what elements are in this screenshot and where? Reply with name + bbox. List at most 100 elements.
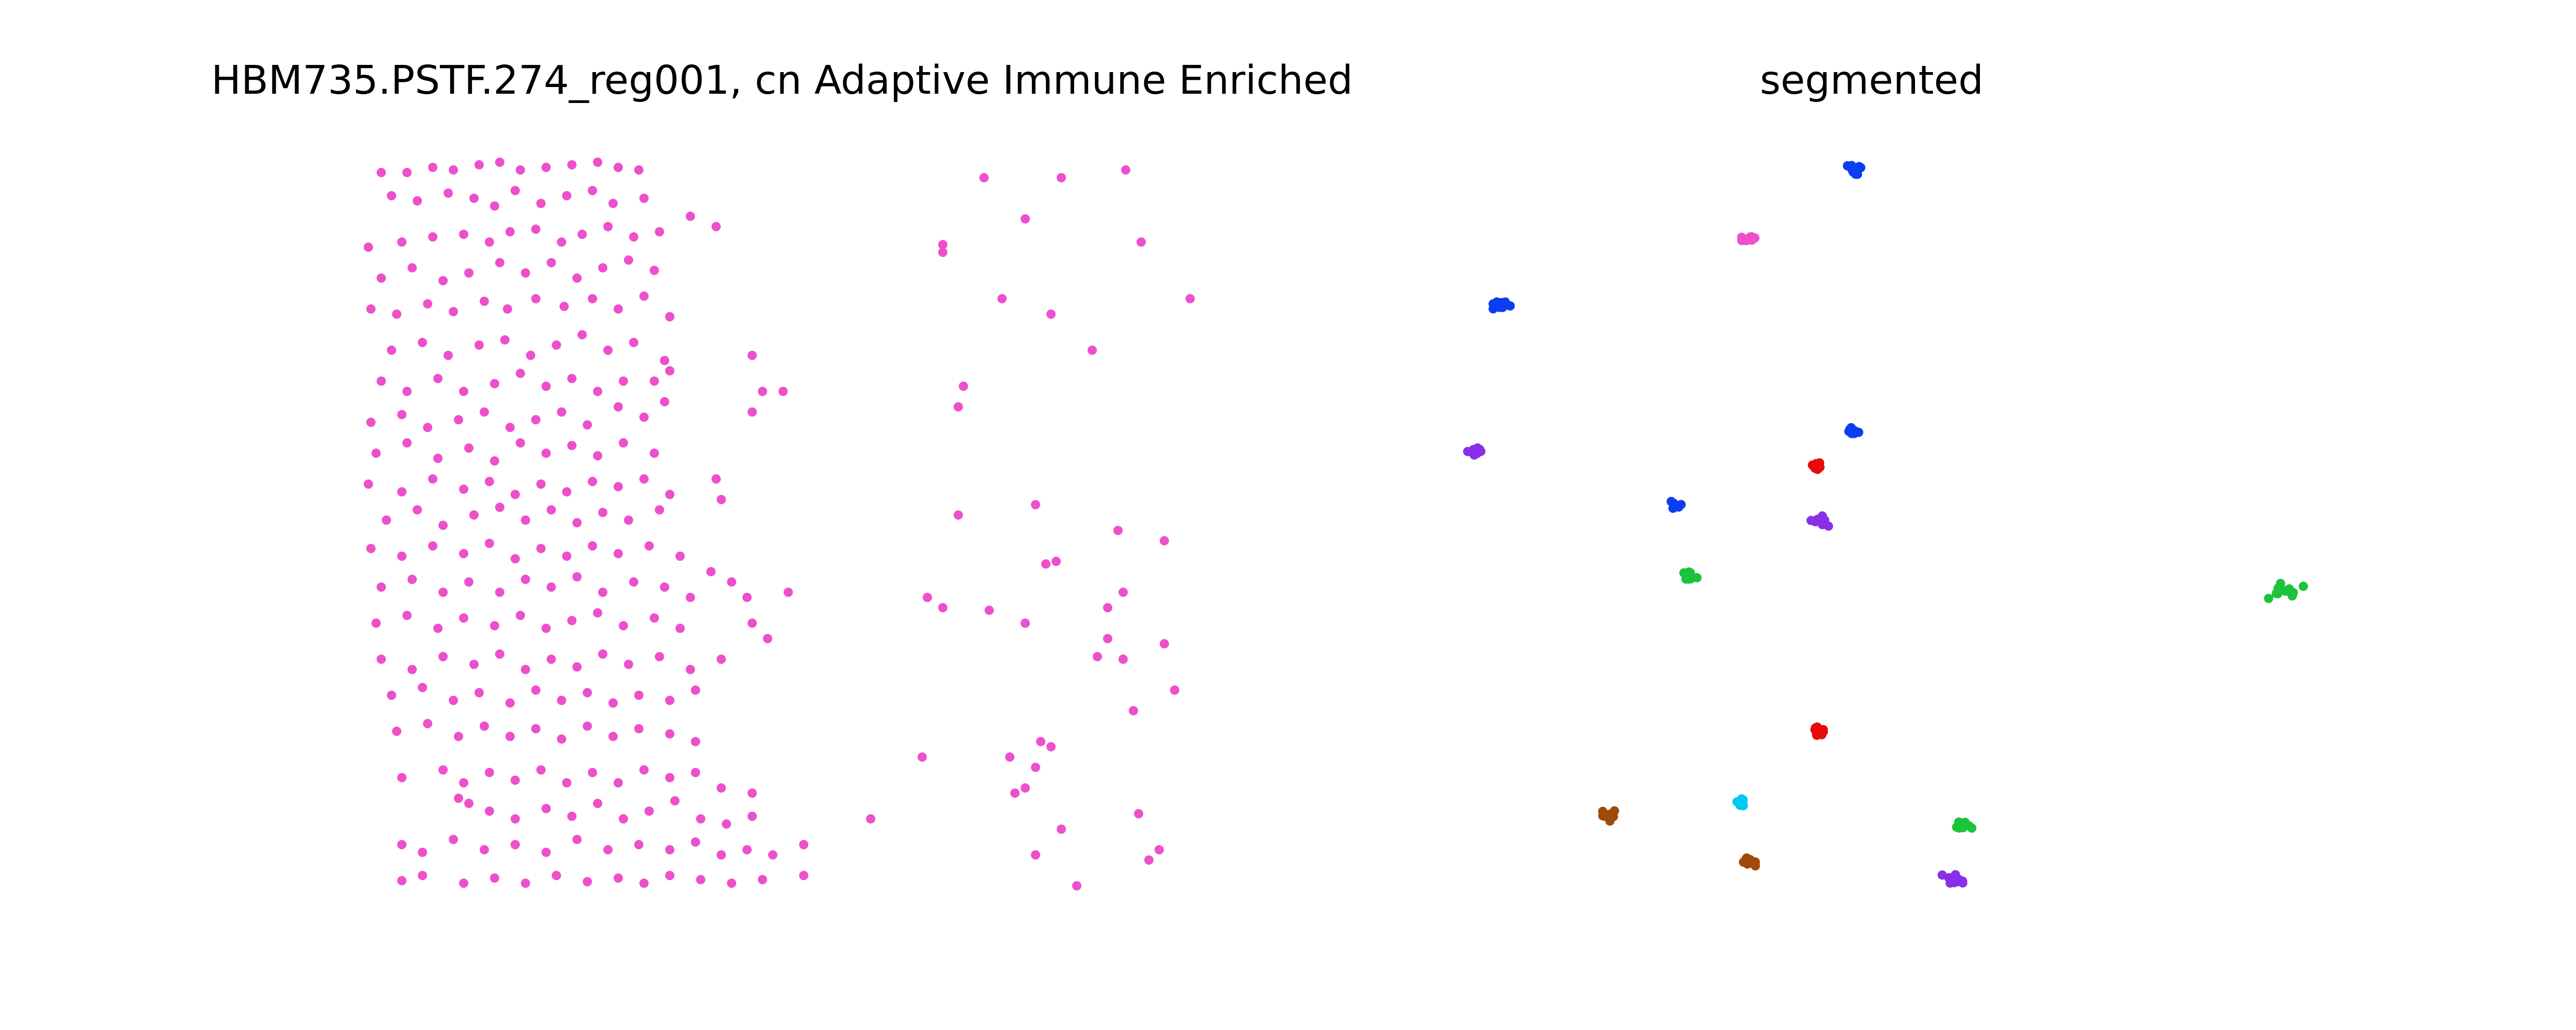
left-scatter-point: [459, 879, 468, 888]
left-scatter-point: [1113, 526, 1123, 535]
left-scatter-point: [503, 304, 512, 314]
segmented-point: [1947, 877, 1957, 886]
left-scatter-point: [480, 297, 489, 306]
left-scatter-point: [572, 273, 582, 283]
left-scatter-point: [464, 577, 473, 587]
left-scatter-point: [485, 768, 494, 777]
right-panel-title: segmented: [1760, 58, 1984, 104]
left-scatter-point: [655, 227, 664, 236]
segmented-cluster: [1952, 817, 1977, 833]
left-scatter-point: [557, 237, 566, 247]
left-scatter-point: [954, 510, 963, 520]
left-scatter-point: [1185, 294, 1195, 303]
left-scatter-point: [1137, 237, 1146, 247]
left-scatter-point: [402, 611, 412, 620]
left-scatter-point: [505, 227, 515, 236]
left-scatter-point: [428, 474, 437, 484]
left-scatter-point: [418, 683, 427, 692]
left-scatter-point: [665, 312, 674, 321]
left-scatter-point: [686, 665, 695, 674]
left-scatter-point: [511, 186, 520, 195]
left-scatter-point: [531, 685, 540, 695]
left-scatter-point: [567, 441, 577, 450]
segmented-point: [2264, 594, 2274, 603]
left-scatter-point: [454, 794, 463, 803]
left-scatter-point: [387, 691, 396, 700]
left-scatter-point: [547, 258, 556, 267]
left-scatter-point: [588, 477, 597, 486]
left-scatter-point: [562, 487, 571, 496]
left-scatter-point: [408, 665, 417, 674]
left-scatter-point: [603, 845, 613, 854]
left-scatter-point: [645, 806, 654, 816]
left-scatter-point: [541, 624, 551, 633]
left-scatter-point: [748, 619, 757, 628]
left-scatter-point: [619, 376, 628, 386]
left-scatter-point: [511, 814, 520, 823]
left-scatter-point: [583, 688, 592, 697]
left-scatter-point: [768, 850, 777, 860]
segmented-point: [2298, 581, 2308, 591]
segmented-cluster: [1598, 806, 1619, 826]
left-scatter-point: [474, 340, 484, 350]
left-scatter-point: [758, 387, 767, 396]
segmented-point: [1856, 163, 1866, 173]
left-scatter-point: [469, 510, 479, 520]
right-scatter-clusters: [1463, 161, 2308, 888]
left-scatter-point: [366, 418, 376, 427]
segmented-point: [1751, 857, 1760, 867]
left-scatter-point: [485, 539, 494, 548]
left-scatter-point: [557, 734, 566, 744]
left-scatter-point: [495, 649, 504, 659]
left-scatter-point: [438, 521, 448, 530]
left-scatter-point: [717, 783, 726, 793]
left-scatter-point: [516, 611, 525, 620]
left-scatter-point: [392, 310, 401, 319]
segmented-point: [1505, 301, 1515, 311]
left-scatter-point: [567, 160, 577, 169]
left-scatter-point: [639, 291, 649, 301]
left-scatter-point: [505, 698, 515, 708]
left-scatter-point: [660, 582, 669, 592]
left-scatter-point: [480, 407, 489, 417]
left-scatter-point: [547, 582, 556, 592]
left-scatter-point: [572, 835, 582, 844]
left-scatter-point: [614, 304, 623, 314]
left-scatter-point: [387, 346, 396, 355]
left-scatter-point: [521, 665, 530, 674]
left-scatter-point: [469, 194, 479, 203]
left-scatter-point: [541, 804, 551, 813]
left-scatter-point: [567, 812, 577, 821]
left-scatter-point: [397, 773, 406, 782]
left-scatter-point: [387, 191, 396, 200]
left-scatter-point: [588, 294, 597, 303]
left-scatter-point: [717, 495, 726, 504]
left-scatter-point: [490, 456, 499, 466]
left-scatter-point: [536, 479, 546, 489]
left-scatter-point: [474, 688, 484, 697]
left-scatter-point: [799, 871, 808, 880]
left-scatter-point: [1144, 855, 1154, 865]
left-scatter-point: [557, 407, 566, 417]
left-scatter-point: [748, 351, 757, 360]
segmented-point: [1737, 232, 1747, 242]
segmented-point: [1964, 821, 1974, 831]
left-scatter-point: [645, 541, 654, 551]
left-scatter-point: [979, 173, 989, 182]
left-scatter-point: [413, 196, 422, 205]
left-scatter-point: [408, 263, 417, 272]
left-scatter-point: [748, 407, 757, 417]
left-scatter-point: [660, 397, 669, 406]
left-scatter-point: [655, 652, 664, 661]
left-scatter-series: [364, 158, 1195, 890]
left-scatter-point: [490, 621, 499, 630]
left-scatter-point: [444, 351, 453, 360]
left-scatter-point: [371, 619, 381, 628]
left-scatter-point: [593, 451, 602, 460]
left-scatter-point: [866, 814, 875, 823]
left-scatter-point: [650, 449, 659, 458]
segmented-point: [2289, 588, 2298, 597]
left-scatter-point: [1160, 639, 1169, 648]
left-scatter-point: [536, 199, 546, 208]
segmented-cluster: [1488, 297, 1515, 314]
